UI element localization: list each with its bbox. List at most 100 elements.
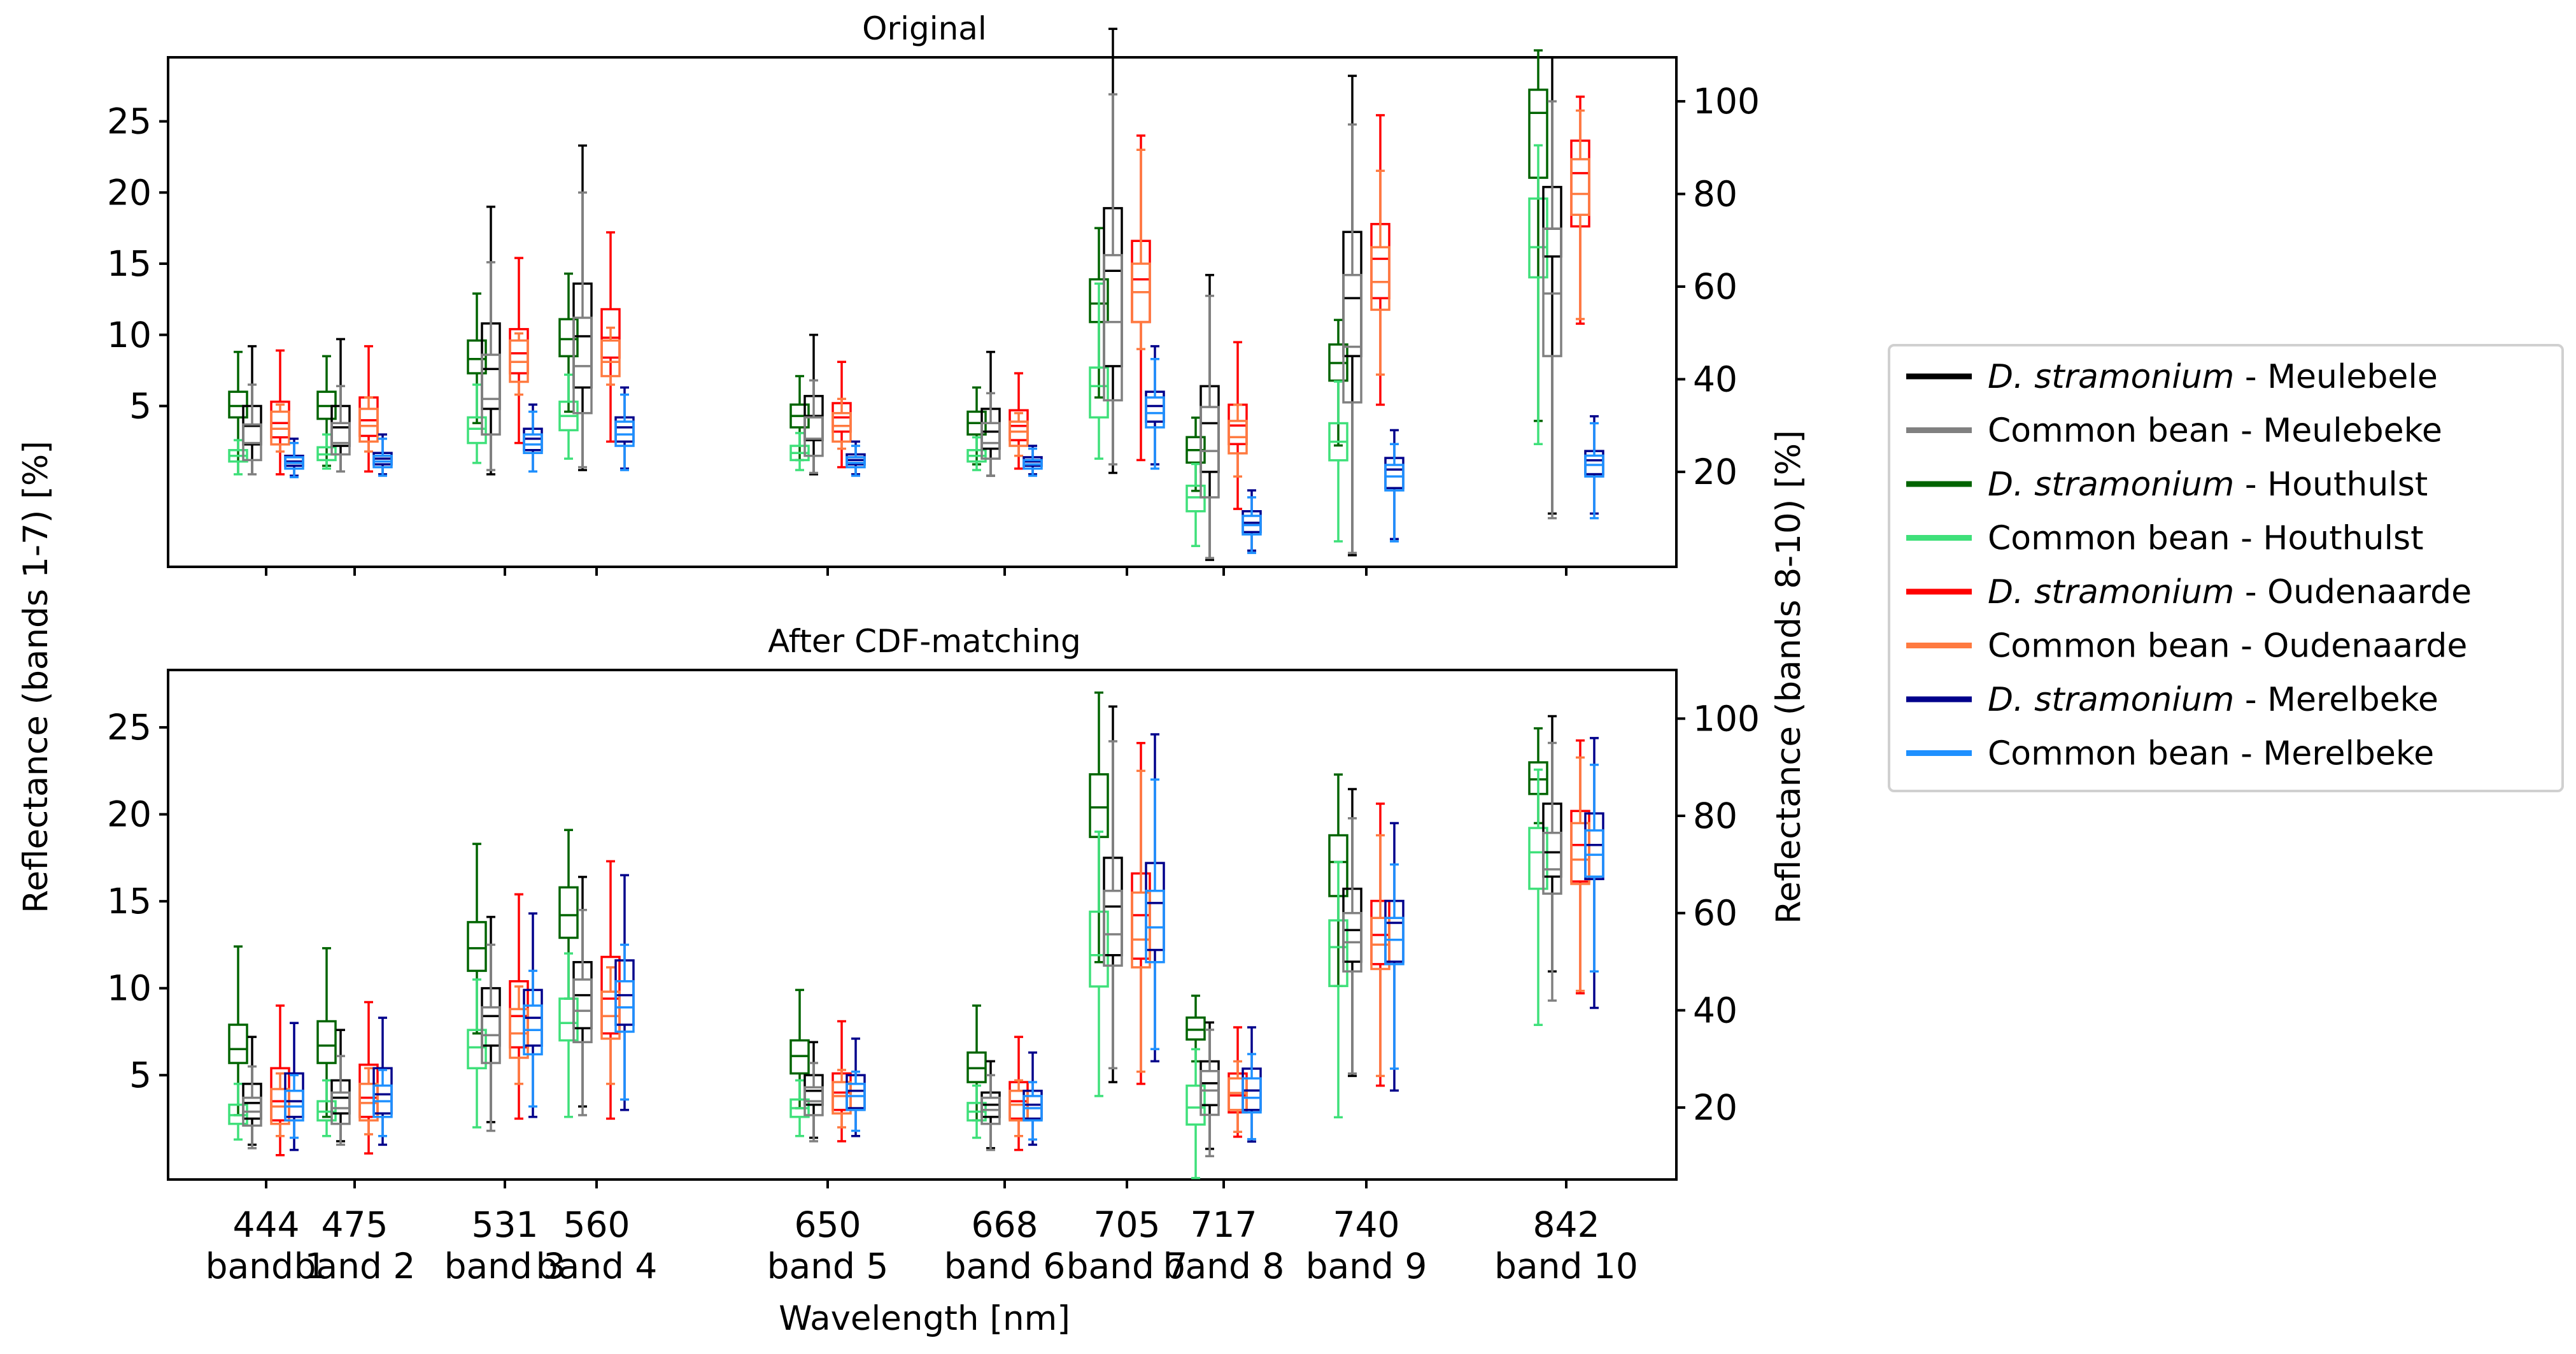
legend-label: Common bean - Oudenaarde [1988, 627, 2467, 666]
x-tick-wavelength: 842 [1533, 1204, 1600, 1245]
bottom-panel-title: After CDF-matching [768, 623, 1081, 660]
box-merelbeke-cb [1384, 443, 1405, 543]
box-merelbeke-cb [614, 943, 635, 1101]
box-merelbeke-cb [1023, 447, 1043, 477]
x-tick-wavelength: 531 [472, 1204, 539, 1245]
left-tick-label: 20 [107, 794, 152, 835]
box-meulebeke-cb [330, 385, 351, 473]
y-axis-label-right: Reflectance (bands 8-10) [%] [1769, 430, 1808, 924]
box-merelbeke-cb [1145, 778, 1165, 1050]
right-tick-label: 20 [1693, 1087, 1737, 1128]
box-meulebeke-cb [572, 191, 593, 469]
legend-frame [1888, 344, 2564, 792]
box-iqr [832, 411, 852, 443]
legend-entry: Common bean - Houthulst [1906, 520, 2423, 558]
box-oudenaarde-ds [1228, 341, 1248, 510]
box-iqr [1528, 827, 1548, 890]
box-meulebeke-cb [1200, 294, 1220, 559]
box-iqr [1342, 274, 1362, 404]
box-iqr [803, 416, 824, 457]
box-houthulst-cb [1185, 1048, 1206, 1179]
x-axis-label: Wavelength [nm] [779, 1299, 1070, 1338]
box-oudenaarde-cb [1370, 834, 1391, 1078]
x-tick-band: band 2 [294, 1246, 416, 1286]
box-oudenaarde-cb [358, 396, 379, 453]
legend-label-site: - Houthulst [2234, 466, 2428, 504]
box-iqr [600, 308, 621, 359]
legend-entry: D. stramonium - Merelbeke [1906, 681, 2438, 719]
box-iqr [1570, 822, 1590, 885]
legend-label: Common bean - Merelbeke [1988, 735, 2434, 773]
plot-frame [167, 56, 1678, 568]
left-tick-label: 15 [107, 243, 152, 284]
x-tick-wavelength: 444 [233, 1204, 300, 1245]
legend-label-species: D. stramonium [1988, 358, 2234, 396]
box-oudenaarde-ds [509, 257, 529, 445]
box-meulebeke-cb [481, 261, 501, 471]
box-merelbeke-cb [1384, 863, 1405, 1070]
box-houthulst-cb [558, 373, 579, 460]
box-oudenaarde-cb [1228, 1060, 1248, 1133]
box-meulebeke-cb [481, 943, 501, 1132]
box-meulebeke-cb [803, 1062, 824, 1143]
left-tick-label: 20 [107, 172, 152, 213]
box-iqr [1103, 253, 1123, 402]
box-merelbeke-cb [846, 1070, 866, 1132]
legend-label-site: Common bean - Meulebeke [1988, 412, 2442, 450]
y-axis-label-left: Reflectance (bands 1-7) [%] [17, 441, 55, 913]
box-iqr [1542, 831, 1562, 895]
x-tick-band: band 5 [767, 1246, 889, 1286]
legend-label: Common bean - Meulebeke [1988, 412, 2442, 450]
box-iqr [481, 353, 501, 436]
box-iqr [1089, 910, 1109, 988]
box-merelbeke-cb [284, 441, 304, 478]
x-tick-wavelength: 650 [795, 1204, 861, 1245]
left-tick-label: 10 [107, 968, 152, 1009]
top-panel-title: Original [862, 10, 987, 47]
box-meulebeke-cb [1342, 817, 1362, 1075]
box-merelbeke-cb [523, 969, 543, 1108]
x-tick-wavelength: 668 [972, 1204, 1038, 1245]
box-merelbeke-cb [846, 445, 866, 477]
box-oudenaarde-cb [1008, 411, 1029, 457]
box-iqr [467, 1029, 487, 1070]
box-iqr [980, 422, 1001, 460]
box-meulebeke-cb [1103, 93, 1123, 466]
box-houthulst-ds [316, 355, 337, 467]
box-iqr [1228, 1077, 1248, 1111]
x-tick-band: band 4 [536, 1246, 658, 1286]
box-houthulst-ds [1185, 994, 1206, 1063]
box-houthulst-cb [1328, 380, 1348, 543]
box-oudenaarde-ds [832, 360, 852, 469]
box-meulebeke-cb [1200, 1029, 1220, 1158]
box-iqr [1185, 484, 1206, 513]
box-meulebeke-cb [980, 392, 1001, 477]
right-tick-label: 80 [1693, 174, 1737, 215]
box-oudenaarde-cb [1570, 756, 1590, 992]
box-meulebeke-cb [1542, 100, 1562, 520]
x-tick-band: band 9 [1306, 1246, 1427, 1286]
panel-original: 5 10 15 20 25 20 40 60 80 100 [107, 27, 1760, 576]
legend: D. stramonium - Meulebele Common bean - M… [1888, 344, 2564, 792]
box-iqr [1328, 919, 1348, 987]
box-meulebeke-cb [1542, 741, 1562, 1002]
box-iqr [1089, 773, 1109, 838]
legend-label: D. stramonium - Merelbeke [1988, 681, 2438, 719]
left-tick-label: 25 [107, 101, 152, 142]
box-merelbeke-cb [614, 393, 635, 471]
box-meulebeke-cb [572, 909, 593, 1116]
box-oudenaarde-cb [270, 1072, 290, 1137]
box-houthulst-cb [789, 1079, 810, 1137]
legend-label-species: D. stramonium [1988, 573, 2234, 611]
x-tick-band: band 6 [944, 1246, 1066, 1286]
box-iqr [1584, 829, 1604, 878]
box-iqr [1103, 890, 1123, 967]
box-merelbeke-cb [1242, 496, 1262, 554]
box-iqr [1131, 891, 1151, 969]
box-iqr [1542, 227, 1562, 357]
box-iqr [330, 422, 351, 456]
right-tick-label: 60 [1693, 266, 1737, 307]
legend-label: D. stramonium - Meulebele [1988, 358, 2438, 396]
legend-entry: D. stramonium - Meulebele [1906, 358, 2438, 396]
